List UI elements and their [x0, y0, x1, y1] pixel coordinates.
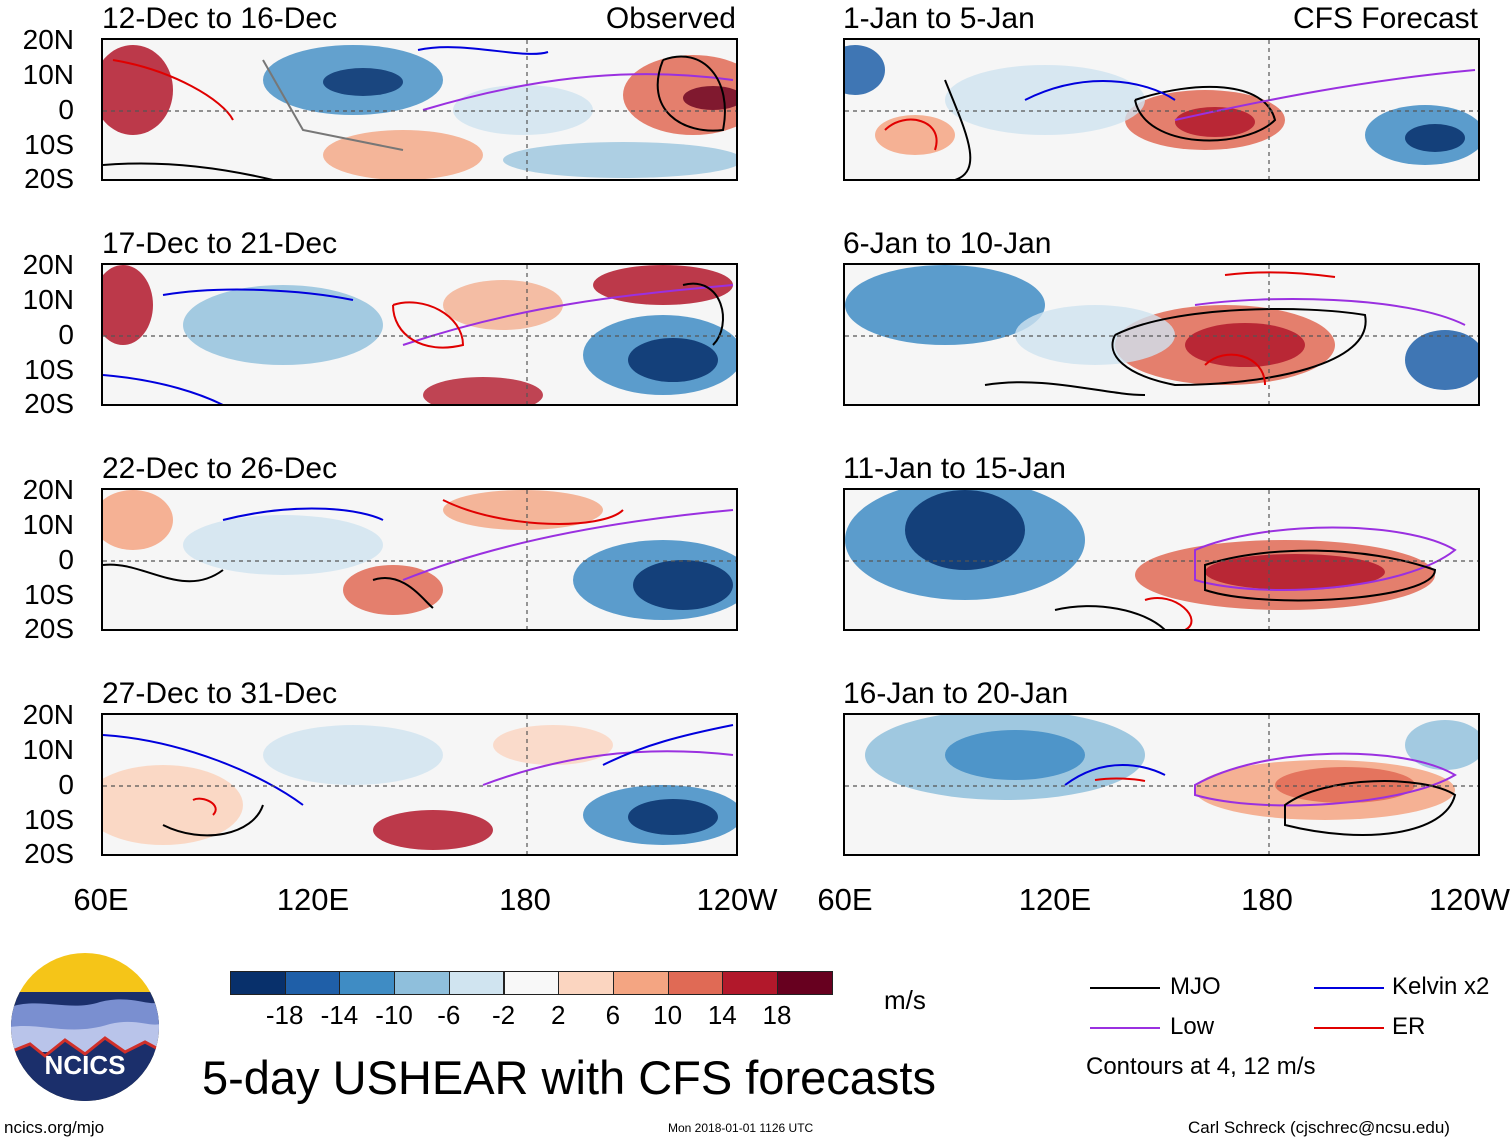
lat-label: 10N [22, 284, 74, 315]
colorbar-tick-label: -18 [265, 1000, 304, 1030]
lat-label: 20N [22, 249, 74, 280]
footer-timestamp: Mon 2018-01-01 1126 UTC [668, 1121, 814, 1135]
lat-label: 20N [22, 699, 74, 730]
legend-line-low [1090, 1027, 1160, 1029]
colorbar-tick-label: -10 [375, 1000, 413, 1030]
colorbar-swatch [230, 971, 286, 995]
colorbar-tick-label: 2 [550, 1000, 566, 1030]
panel-title-fcst-2: 6-Jan to 10-Jan [843, 227, 1052, 260]
map-panel-fcst-3 [843, 488, 1480, 631]
lat-label: 10S [24, 129, 74, 160]
colorbar-units: m/s [884, 985, 926, 1015]
legend-label-low: Low [1170, 1013, 1215, 1040]
lon-label: 120E [1018, 882, 1092, 917]
colorbar-tick-label: -6 [437, 1000, 461, 1030]
lon-label: 180 [1241, 882, 1293, 917]
observed-tag: Observed [605, 2, 736, 35]
colorbar-tick-label: 18 [762, 1000, 792, 1030]
lon-label: 60E [73, 882, 129, 917]
logo-text: NCICS [45, 1050, 126, 1080]
lat-label: 10N [22, 509, 74, 540]
cfs-forecast-tag: CFS Forecast [1292, 2, 1478, 35]
colorbar-swatch [722, 971, 778, 995]
map-panel-obs-4 [101, 713, 738, 856]
footer-url: ncics.org/mjo [4, 1118, 105, 1137]
colorbar-tick-label: -2 [491, 1000, 516, 1030]
colorbar-swatch [394, 971, 450, 995]
lat-label: 10S [24, 354, 74, 385]
map-panel-obs-3 [101, 488, 738, 631]
colorbar-swatch [339, 971, 396, 995]
colorbar-swatch [667, 971, 724, 995]
lat-label: 20S [24, 388, 74, 419]
legend-label-kelvin: Kelvin x2 [1392, 973, 1490, 1000]
panel-title-fcst-4: 16-Jan to 20-Jan [843, 677, 1069, 710]
colorbar-swatch [558, 971, 614, 995]
lat-label: 20S [24, 838, 74, 869]
lon-label: 120E [276, 882, 350, 917]
lon-label: 60E [817, 882, 873, 917]
panel-title-fcst-3: 11-Jan to 15-Jan [843, 452, 1066, 485]
lat-label: 10S [24, 579, 74, 610]
lat-label: 20N [22, 474, 74, 505]
ncics-logo: NCICS [10, 952, 160, 1102]
legend-line-er [1314, 1027, 1384, 1029]
lat-label: 0 [58, 769, 74, 800]
colorbar-tick-label: -14 [320, 1000, 359, 1030]
lon-label: 120W [696, 882, 778, 917]
colorbar-swatch [503, 971, 560, 995]
lon-label: 120W [1429, 882, 1510, 917]
colorbar-tick-label: 6 [605, 1000, 621, 1030]
colorbar-swatch [284, 971, 341, 995]
legend-line-kelvin [1314, 987, 1384, 989]
panel-title-obs-4: 27-Dec to 31-Dec [102, 677, 338, 710]
lat-label: 10N [22, 59, 74, 90]
legend-label-mjo: MJO [1170, 973, 1221, 1000]
lat-label: 0 [58, 544, 74, 575]
lat-label: 10N [22, 734, 74, 765]
panel-title-obs-2: 17-Dec to 21-Dec [102, 227, 338, 260]
colorbar-tick-label: 10 [653, 1000, 683, 1030]
lat-label: 20S [24, 163, 74, 194]
lat-label: 0 [58, 94, 74, 125]
panel-title-fcst-1: 1-Jan to 5-Jan [843, 2, 1035, 35]
legend-line-mjo [1090, 987, 1160, 989]
colorbar-swatch [448, 971, 505, 995]
colorbar-swatch [612, 971, 669, 995]
lon-label: 180 [499, 882, 551, 917]
footer-author: Carl Schreck (cjschrec@ncsu.edu) [1188, 1118, 1450, 1137]
map-panel-fcst-2 [843, 263, 1480, 406]
map-panel-fcst-1 [843, 38, 1480, 181]
lat-label: 0 [58, 319, 74, 350]
map-panel-obs-1 [101, 38, 738, 181]
lat-label: 20N [22, 24, 74, 55]
panel-title-obs-1: 12-Dec to 16-Dec [102, 2, 338, 35]
colorbar-tick-label: 14 [707, 1000, 737, 1030]
lat-label: 10S [24, 804, 74, 835]
contour-note: Contours at 4, 12 m/s [1086, 1053, 1316, 1080]
panel-title-obs-3: 22-Dec to 26-Dec [102, 452, 338, 485]
map-panel-obs-2 [101, 263, 738, 406]
map-panel-fcst-4 [843, 713, 1480, 856]
main-title: 5-day USHEAR with CFS forecasts [202, 1051, 936, 1104]
lat-label: 20S [24, 613, 74, 644]
legend-label-er: ER [1392, 1013, 1426, 1040]
colorbar-swatch [777, 971, 833, 995]
